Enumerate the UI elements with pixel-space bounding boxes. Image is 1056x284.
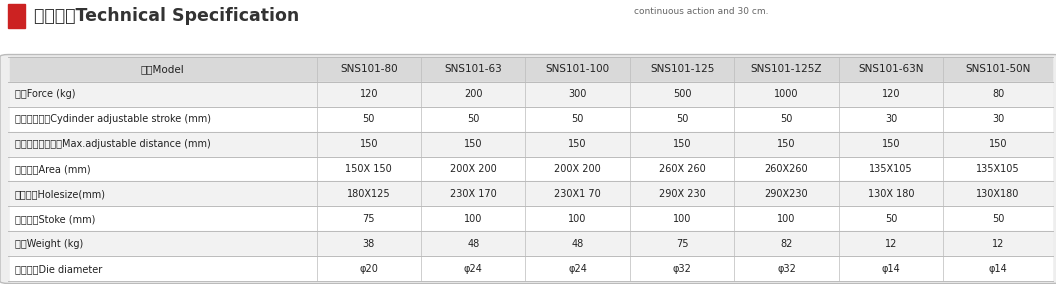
Text: 1000: 1000 — [774, 89, 798, 99]
Text: 100: 100 — [777, 214, 796, 224]
Text: 260X 260: 260X 260 — [659, 164, 705, 174]
Text: 50: 50 — [362, 114, 375, 124]
Text: 75: 75 — [676, 239, 689, 249]
Text: SNS101-125: SNS101-125 — [649, 64, 714, 74]
Text: 200X 200: 200X 200 — [450, 164, 496, 174]
Text: 出力Force (kg): 出力Force (kg) — [15, 89, 75, 99]
Text: 12: 12 — [885, 239, 898, 249]
Text: 82: 82 — [780, 239, 793, 249]
Text: SNS101-63: SNS101-63 — [445, 64, 502, 74]
Text: SNS101-80: SNS101-80 — [340, 64, 397, 74]
Text: 150: 150 — [777, 139, 796, 149]
Text: 100: 100 — [568, 214, 587, 224]
Text: 200: 200 — [464, 89, 483, 99]
Text: 150X 150: 150X 150 — [345, 164, 392, 174]
Text: 130X 180: 130X 180 — [868, 189, 914, 199]
Text: 气缸行程Stoke (mm): 气缸行程Stoke (mm) — [15, 214, 95, 224]
Text: φ24: φ24 — [568, 264, 587, 274]
Text: 气缸可调行程Cydinder adjustable stroke (mm): 气缸可调行程Cydinder adjustable stroke (mm) — [15, 114, 211, 124]
Text: 290X230: 290X230 — [765, 189, 808, 199]
Text: SNS101-50N: SNS101-50N — [965, 64, 1031, 74]
Text: φ20: φ20 — [359, 264, 378, 274]
Text: 12: 12 — [992, 239, 1004, 249]
Text: 75: 75 — [362, 214, 375, 224]
Text: 200X 200: 200X 200 — [554, 164, 601, 174]
Text: 模柄孔径Die diameter: 模柄孔径Die diameter — [15, 264, 102, 274]
Text: 150: 150 — [673, 139, 692, 149]
Text: 重量Weight (kg): 重量Weight (kg) — [15, 239, 83, 249]
Text: 床面面积Area (mm): 床面面积Area (mm) — [15, 164, 91, 174]
Text: 50: 50 — [467, 114, 479, 124]
Text: φ24: φ24 — [464, 264, 483, 274]
Text: 300: 300 — [568, 89, 587, 99]
Text: 48: 48 — [467, 239, 479, 249]
Text: 150: 150 — [988, 139, 1007, 149]
Text: 38: 38 — [362, 239, 375, 249]
Text: 床面孔径Holesize(mm): 床面孔径Holesize(mm) — [15, 189, 106, 199]
Text: 150: 150 — [464, 139, 483, 149]
Text: 150: 150 — [359, 139, 378, 149]
Text: 支持最大调整距离Max.adjustable distance (mm): 支持最大调整距离Max.adjustable distance (mm) — [15, 139, 210, 149]
Text: 260X260: 260X260 — [765, 164, 808, 174]
Text: 150: 150 — [568, 139, 587, 149]
Text: 30: 30 — [885, 114, 898, 124]
Text: 80: 80 — [992, 89, 1004, 99]
Text: 型号Model: 型号Model — [140, 64, 185, 74]
Text: SNS101-63N: SNS101-63N — [859, 64, 924, 74]
Text: φ14: φ14 — [882, 264, 901, 274]
Text: 135X105: 135X105 — [976, 164, 1020, 174]
Text: 120: 120 — [359, 89, 378, 99]
Text: 230X 170: 230X 170 — [450, 189, 496, 199]
Text: 130X180: 130X180 — [977, 189, 1020, 199]
Text: 50: 50 — [992, 214, 1004, 224]
Text: φ14: φ14 — [988, 264, 1007, 274]
Text: φ32: φ32 — [673, 264, 692, 274]
Text: 技术参数Technical Specification: 技术参数Technical Specification — [34, 7, 299, 25]
Text: φ32: φ32 — [777, 264, 796, 274]
Text: SNS101-100: SNS101-100 — [546, 64, 609, 74]
Text: 500: 500 — [673, 89, 692, 99]
Text: SNS101-125Z: SNS101-125Z — [751, 64, 823, 74]
Text: 50: 50 — [885, 214, 898, 224]
Text: 50: 50 — [780, 114, 793, 124]
Text: 48: 48 — [571, 239, 584, 249]
Text: 150: 150 — [882, 139, 900, 149]
Text: 180X125: 180X125 — [347, 189, 391, 199]
Text: 100: 100 — [464, 214, 483, 224]
Text: 290X 230: 290X 230 — [659, 189, 705, 199]
Text: 120: 120 — [882, 89, 900, 99]
Text: 230X1 70: 230X1 70 — [554, 189, 601, 199]
Text: continuous action and 30 cm.: continuous action and 30 cm. — [634, 7, 768, 16]
Text: 135X105: 135X105 — [869, 164, 912, 174]
Text: 30: 30 — [992, 114, 1004, 124]
Text: 50: 50 — [571, 114, 584, 124]
Text: 100: 100 — [673, 214, 692, 224]
Text: 50: 50 — [676, 114, 689, 124]
